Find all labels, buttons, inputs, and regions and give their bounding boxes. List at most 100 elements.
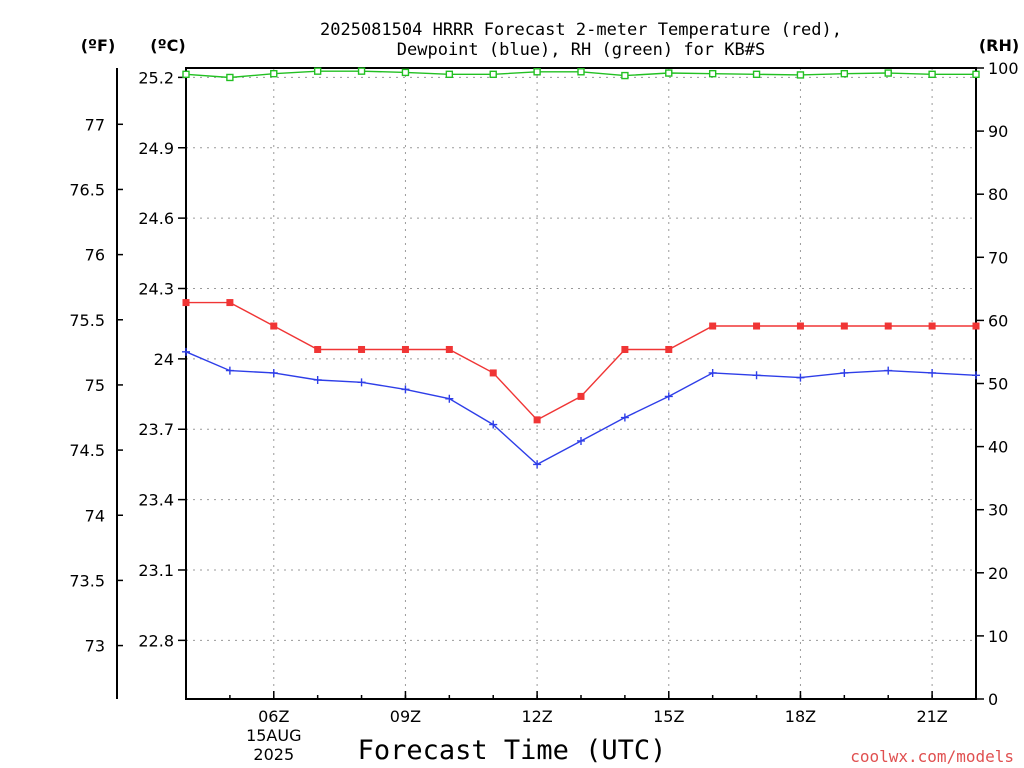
dewpoint-point bbox=[445, 394, 454, 403]
dewpoint-point bbox=[313, 375, 322, 384]
x-axis-label: Forecast Time (UTC) bbox=[358, 735, 667, 766]
dewpoint-point bbox=[664, 392, 673, 401]
series-layer bbox=[182, 67, 980, 469]
dewpoint-point bbox=[182, 347, 190, 356]
rh-point bbox=[489, 70, 497, 79]
rh-tick-label: 100 bbox=[988, 59, 1019, 78]
dewpoint-point bbox=[225, 366, 234, 375]
celsius-tick-label: 24.9 bbox=[138, 139, 174, 158]
plot-frame bbox=[185, 67, 977, 700]
temperature-point bbox=[840, 322, 848, 330]
temperature-point bbox=[577, 392, 585, 400]
fahrenheit-tick-label: 75 bbox=[85, 376, 105, 395]
rh-point bbox=[972, 70, 980, 79]
rh-tick-label: 0 bbox=[988, 690, 998, 709]
rh-tick-label: 20 bbox=[988, 564, 1008, 583]
temperature-point bbox=[533, 416, 541, 424]
x-tick-label: 06Z bbox=[258, 707, 289, 726]
temperature-point bbox=[972, 322, 980, 330]
temperature-point bbox=[314, 345, 322, 353]
temperature-point bbox=[401, 345, 409, 353]
dewpoint-point bbox=[972, 371, 980, 380]
temperature-point bbox=[445, 345, 453, 353]
dewpoint-point bbox=[401, 385, 410, 394]
celsius-tick-label: 23.1 bbox=[138, 561, 174, 580]
chart-title-line1: 2025081504 HRRR Forecast 2-meter Tempera… bbox=[320, 20, 842, 40]
temperature-point bbox=[928, 322, 936, 330]
temperature-series-line bbox=[186, 301, 976, 421]
dewpoint-point bbox=[840, 368, 849, 377]
celsius-tick-label: 24.6 bbox=[138, 209, 174, 228]
rh-point bbox=[577, 68, 585, 76]
fahrenheit-tick-label: 76.5 bbox=[69, 180, 105, 199]
temperature-point bbox=[489, 369, 497, 377]
celsius-tick-label: 23.4 bbox=[138, 491, 174, 510]
rh-point bbox=[840, 69, 849, 78]
fahrenheit-tick-label: 75.5 bbox=[69, 311, 105, 330]
rh-tick-label: 30 bbox=[988, 501, 1008, 520]
temperature-point bbox=[709, 322, 717, 330]
credit-text: coolwx.com/models bbox=[850, 747, 1014, 766]
temperature-point bbox=[884, 322, 892, 330]
x-tick-label: 21Z bbox=[916, 707, 947, 726]
celsius-tick-label: 24 bbox=[154, 350, 174, 369]
fahrenheit-tick-label: 73 bbox=[85, 637, 105, 656]
rh-point bbox=[401, 68, 410, 77]
temperature-point bbox=[753, 322, 761, 330]
fahrenheit-unit-label: (ºF) bbox=[81, 36, 116, 55]
rh-tick-label: 10 bbox=[988, 627, 1008, 646]
rh-tick-label: 80 bbox=[988, 185, 1008, 204]
rh-point bbox=[357, 67, 366, 75]
temperature-point bbox=[182, 299, 190, 307]
rh-tick-label: 90 bbox=[988, 122, 1008, 141]
dewpoint-point bbox=[884, 366, 893, 375]
x-tick-label: 09Z bbox=[390, 707, 421, 726]
celsius-tick-label: 23.7 bbox=[138, 420, 174, 439]
fahrenheit-tick-label: 73.5 bbox=[69, 571, 105, 590]
chart-title-line2: Dewpoint (blue), RH (green) for KB#S bbox=[397, 40, 765, 60]
dewpoint-point bbox=[752, 371, 761, 380]
rh-point bbox=[884, 69, 892, 77]
rh-point bbox=[928, 70, 936, 79]
rh-tick-label: 60 bbox=[988, 311, 1008, 330]
x-tick-label: 18Z bbox=[785, 707, 816, 726]
fahrenheit-tick-label: 74 bbox=[85, 506, 105, 525]
rh-tick-label: 50 bbox=[988, 375, 1008, 394]
rh-point bbox=[445, 70, 454, 79]
temperature-point bbox=[665, 345, 673, 353]
fahrenheit-tick-label: 76 bbox=[85, 246, 105, 265]
rh-point bbox=[533, 68, 541, 76]
x-date-label: 15AUG bbox=[246, 726, 301, 745]
dewpoint-point bbox=[533, 460, 542, 469]
temperature-point bbox=[270, 322, 278, 330]
rh-tick-label: 70 bbox=[988, 248, 1008, 267]
grid-layer bbox=[186, 68, 976, 699]
x-tick-label: 15Z bbox=[653, 707, 684, 726]
dewpoint-point bbox=[489, 420, 498, 429]
celsius-tick-label: 24.3 bbox=[138, 279, 174, 298]
dewpoint-point bbox=[708, 368, 717, 377]
dewpoint-point bbox=[796, 373, 805, 382]
rh-point bbox=[182, 70, 190, 79]
axes-layer bbox=[116, 67, 977, 700]
dewpoint-point bbox=[620, 413, 629, 422]
rh-point bbox=[226, 73, 234, 82]
rh-unit-label: (RH) bbox=[979, 36, 1019, 55]
dewpoint-point bbox=[269, 368, 278, 377]
temperature-point bbox=[796, 322, 804, 330]
rh-point bbox=[796, 71, 805, 79]
celsius-tick-label: 25.2 bbox=[138, 68, 174, 87]
dewpoint-series-line bbox=[185, 351, 977, 466]
rh-point bbox=[752, 70, 761, 79]
temperature-point bbox=[226, 299, 234, 307]
dewpoint-point bbox=[357, 378, 366, 387]
fahrenheit-tick-label: 77 bbox=[85, 115, 105, 134]
dewpoint-point bbox=[577, 436, 585, 445]
fahrenheit-tick-label: 74.5 bbox=[69, 441, 105, 460]
temperature-point bbox=[621, 345, 629, 353]
rh-point bbox=[270, 69, 278, 78]
temperature-point bbox=[358, 345, 366, 353]
rh-point bbox=[313, 67, 322, 75]
rh-tick-label: 40 bbox=[988, 438, 1008, 457]
